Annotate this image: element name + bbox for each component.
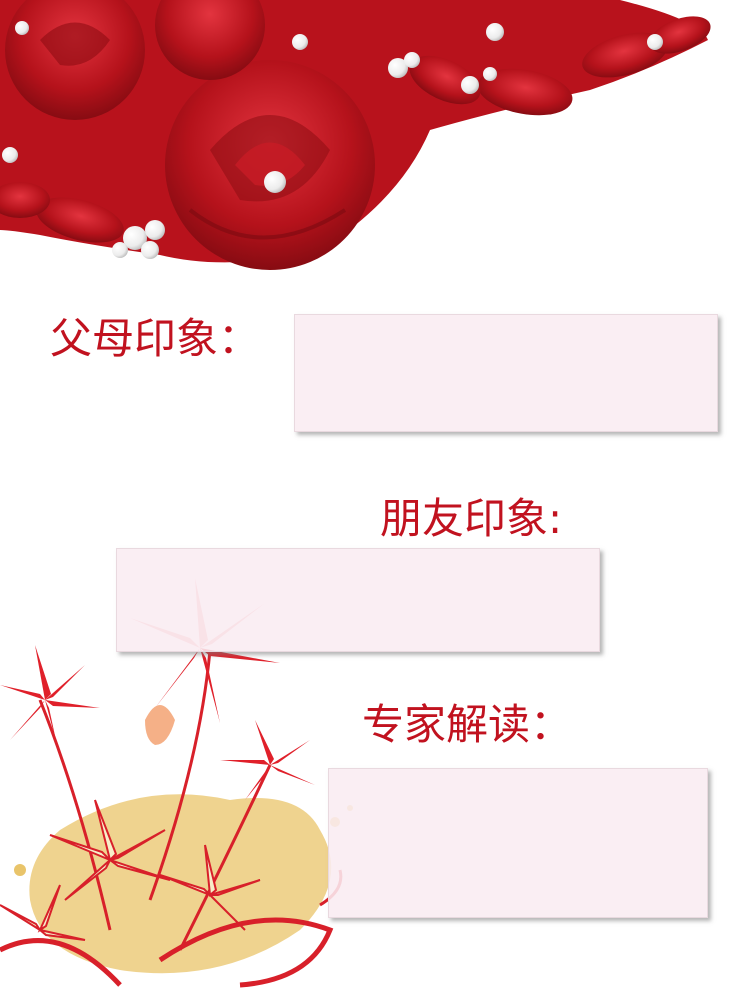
parents-impression-box[interactable] bbox=[294, 314, 718, 432]
friends-impression-label: 朋友印象: bbox=[380, 494, 563, 543]
friends-impression-box[interactable] bbox=[116, 548, 600, 652]
expert-interpretation-label: 专家解读： bbox=[362, 700, 573, 749]
expert-interpretation-box[interactable] bbox=[328, 768, 708, 918]
parents-impression-label: 父母印象： bbox=[50, 314, 261, 363]
rose-petals-decoration bbox=[0, 0, 711, 270]
